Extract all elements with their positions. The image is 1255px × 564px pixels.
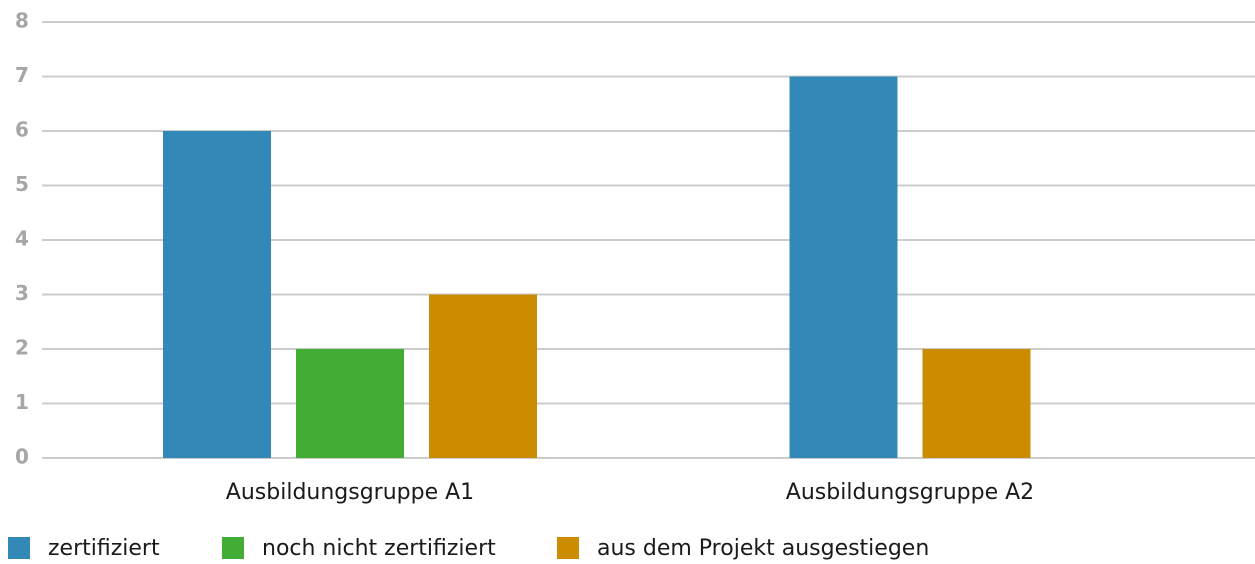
legend-swatch — [557, 537, 579, 559]
bar — [789, 76, 898, 458]
y-tick-label: 6 — [15, 118, 29, 142]
legend-label: aus dem Projekt ausgestiegen — [597, 536, 929, 561]
bar — [296, 349, 404, 458]
bar — [429, 294, 537, 458]
y-tick-label: 4 — [15, 227, 29, 251]
y-tick-label: 5 — [15, 172, 29, 196]
y-tick-label: 7 — [15, 63, 29, 87]
legend-swatch — [8, 537, 30, 559]
y-tick-label: 1 — [15, 390, 29, 414]
legend-label: zertifiziert — [48, 536, 160, 561]
bar — [922, 349, 1031, 458]
y-tick-label: 3 — [15, 281, 29, 305]
x-tick-label: Ausbildungsgruppe A2 — [786, 480, 1034, 505]
y-tick-label: 2 — [15, 336, 29, 360]
y-tick-label: 8 — [15, 9, 29, 33]
x-tick-label: Ausbildungsgruppe A1 — [226, 480, 474, 505]
legend-label: noch nicht zertifiziert — [262, 536, 496, 561]
y-tick-label: 0 — [15, 445, 29, 469]
legend-swatch — [222, 537, 244, 559]
bar — [163, 131, 271, 458]
